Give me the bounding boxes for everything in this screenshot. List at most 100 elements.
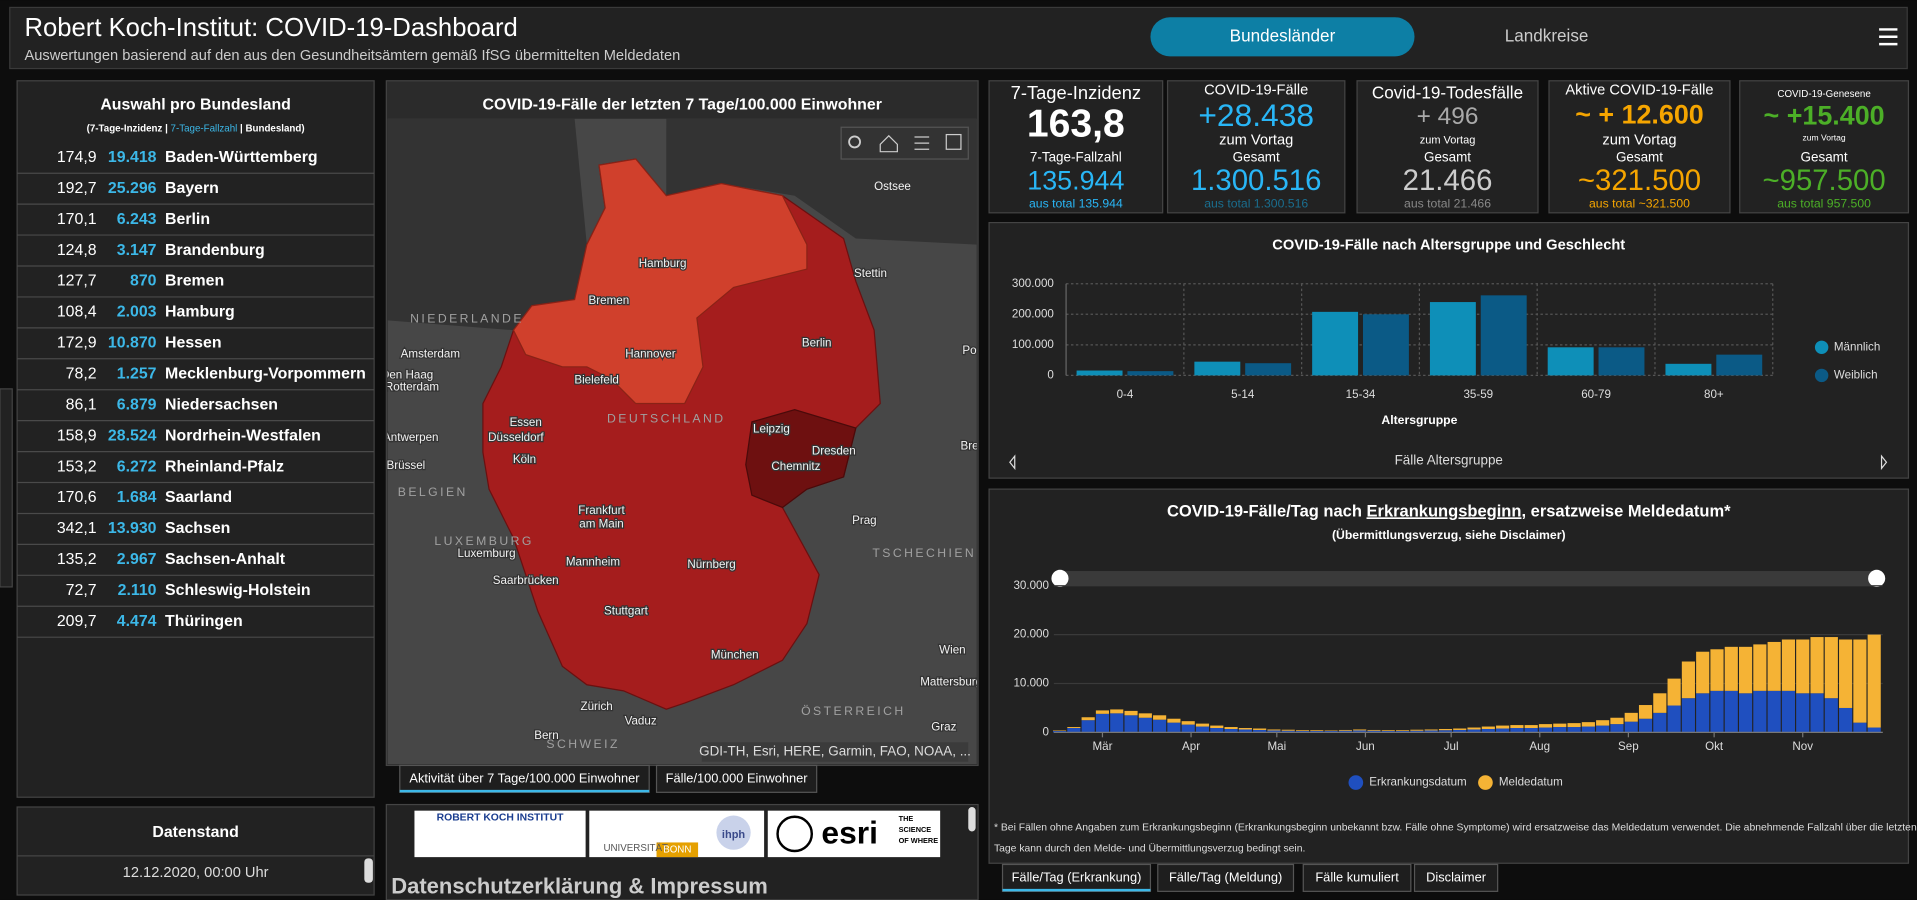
map-tab[interactable] [655,764,818,793]
case-count[interactable]: 19.418 [108,149,157,166]
bar-segment[interactable] [1638,718,1653,733]
bar[interactable] [1245,363,1292,376]
bar-segment[interactable] [1353,729,1367,731]
bar-segment[interactable] [1767,690,1781,733]
bar-segment[interactable] [1453,728,1467,730]
bar-segment[interactable] [1524,725,1538,729]
state-name[interactable]: Baden-Württemberg [165,149,318,166]
bar-segment[interactable] [1138,713,1152,718]
bar-segment[interactable] [1424,729,1438,731]
state-name[interactable]: Saarland [165,489,232,506]
bar-segment[interactable] [1681,661,1695,699]
bar-segment[interactable] [1481,726,1495,729]
bar-segment[interactable] [1367,730,1381,733]
bar-segment[interactable] [1338,730,1352,733]
chart-tab[interactable] [1302,863,1412,892]
bar-segment[interactable] [1395,730,1410,731]
bar-segment[interactable] [1310,730,1324,733]
bar-segment[interactable] [1281,729,1295,731]
state-name[interactable]: Hessen [165,335,221,352]
bar-segment[interactable] [1796,693,1810,733]
bar-segment[interactable] [1653,712,1667,733]
bar-segment[interactable] [1124,710,1138,716]
bar-segment[interactable] [1853,722,1867,733]
case-count[interactable]: 4.474 [117,613,157,630]
bar-segment[interactable] [1124,715,1138,733]
case-count[interactable]: 13.930 [108,520,157,537]
bar-segment[interactable] [1681,698,1695,733]
bar-segment[interactable] [1496,725,1510,729]
bar-segment[interactable] [1638,705,1653,719]
bar-segment[interactable] [1067,727,1081,729]
bar-segment[interactable] [1110,709,1124,714]
bar-segment[interactable] [1767,641,1781,691]
bar-segment[interactable] [1410,729,1424,731]
bar-segment[interactable] [1153,719,1167,733]
case-count[interactable]: 10.870 [108,335,157,352]
next-arrow[interactable] [1880,454,1888,471]
bar-segment[interactable] [1224,727,1238,729]
state-name[interactable]: Thüringen [165,613,243,630]
bar-segment[interactable] [1367,729,1381,731]
search-icon[interactable] [848,135,861,149]
bar-segment[interactable] [1224,728,1238,733]
state-name[interactable]: Rheinland-Pfalz [165,458,284,475]
privacy-link[interactable]: Datenschutzerklärung & Impressum [391,873,768,898]
bar-segment[interactable] [1438,730,1453,733]
bar-segment[interactable] [1181,724,1195,733]
incidence[interactable]: 174,9 [57,149,97,166]
chart-tab[interactable] [1001,863,1152,892]
chart-tab[interactable] [1157,863,1295,892]
bar-segment[interactable] [1753,690,1767,733]
case-count[interactable]: 25.296 [108,180,157,197]
bar-segment[interactable] [1238,728,1252,730]
incidence[interactable]: 78,2 [66,366,97,383]
bar-segment[interactable] [1324,730,1338,733]
bar-segment[interactable] [1467,727,1481,730]
bar[interactable] [1598,347,1645,376]
bar[interactable] [1665,363,1712,376]
incidence[interactable]: 192,7 [57,180,97,197]
bar-segment[interactable] [1724,690,1738,733]
bar-segment[interactable] [1496,728,1510,733]
incidence[interactable]: 124,8 [57,242,97,259]
bar-segment[interactable] [1353,730,1367,733]
bar-segment[interactable] [1596,725,1610,733]
bar-segment[interactable] [1253,728,1267,730]
incidence[interactable]: 158,9 [57,427,97,444]
side-toggle[interactable] [0,388,13,588]
bar-segment[interactable] [1753,644,1767,691]
bar-segment[interactable] [1839,639,1853,708]
bar-segment[interactable] [1210,728,1224,733]
incidence[interactable]: 170,6 [57,489,97,506]
bar-segment[interactable] [1653,693,1667,713]
bar-segment[interactable] [1524,728,1538,733]
state-name[interactable]: Hamburg [165,304,235,321]
bar[interactable] [1076,370,1123,376]
bar-segment[interactable] [1381,730,1395,733]
case-count[interactable]: 2.967 [117,551,157,568]
bar[interactable] [1480,295,1527,376]
bar-segment[interactable] [1195,723,1210,727]
bar-segment[interactable] [1481,728,1495,733]
bar-segment[interactable] [1424,730,1438,733]
tab-label[interactable]: Bundesländer [1230,26,1336,45]
incidence[interactable]: 127,7 [57,273,97,290]
map-toolbar[interactable] [840,126,969,160]
bar-segment[interactable] [1510,725,1524,729]
bar[interactable] [1312,311,1359,376]
bar-segment[interactable] [1253,729,1267,733]
case-count[interactable]: 1.257 [117,366,157,383]
bar-segment[interactable] [1153,715,1167,720]
bar-segment[interactable] [1710,690,1724,733]
bar[interactable] [1716,354,1763,376]
bar-segment[interactable] [1738,693,1753,733]
bar-segment[interactable] [1095,713,1110,733]
bar[interactable] [1127,371,1174,376]
bar-segment[interactable] [1538,727,1553,733]
case-count[interactable]: 6.272 [117,458,157,475]
state-name[interactable]: Nordrhein-Westfalen [165,427,321,444]
bar-segment[interactable] [1553,727,1567,733]
bar[interactable] [1429,302,1476,376]
menu-icon[interactable] [1879,28,1898,46]
